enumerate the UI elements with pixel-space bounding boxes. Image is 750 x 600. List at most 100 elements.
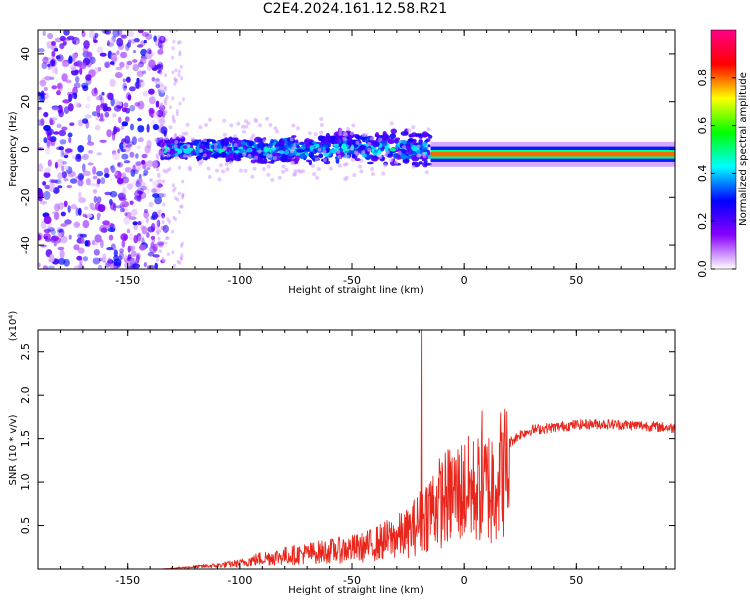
noise-blob bbox=[113, 258, 122, 267]
noise-blob bbox=[142, 91, 149, 97]
band-halo bbox=[290, 160, 295, 165]
band-blob bbox=[217, 145, 223, 149]
noise-blob bbox=[82, 163, 86, 172]
noise-blob bbox=[73, 53, 78, 59]
noise-blob bbox=[68, 234, 72, 240]
noise-blob bbox=[89, 202, 95, 209]
noise-blob bbox=[104, 62, 110, 69]
noise-blob bbox=[151, 188, 157, 193]
noise-blob bbox=[47, 159, 52, 167]
noise-blob bbox=[61, 165, 65, 172]
band-blob bbox=[220, 151, 227, 158]
band-halo bbox=[168, 125, 173, 130]
noise-blob bbox=[164, 73, 167, 78]
noise-blob bbox=[136, 79, 144, 83]
band-halo bbox=[394, 160, 399, 165]
noise-blob bbox=[43, 171, 51, 178]
band-halo bbox=[184, 131, 189, 136]
noise-blob bbox=[133, 49, 136, 54]
snr-x-label: Height of straight line (km) bbox=[288, 585, 424, 596]
band-blob bbox=[246, 148, 253, 153]
snr-x-tick-label: -150 bbox=[115, 574, 140, 587]
noise-blob bbox=[110, 164, 116, 174]
band-halo bbox=[292, 144, 297, 149]
spectrogram-y-tick-label: -40 bbox=[19, 236, 32, 254]
noise-blob bbox=[156, 241, 165, 246]
noise-blob bbox=[176, 259, 180, 264]
noise-blob bbox=[118, 197, 127, 202]
band-halo bbox=[370, 167, 375, 171]
noise-blob bbox=[111, 56, 118, 62]
band-blob bbox=[266, 161, 275, 164]
band-blob bbox=[308, 151, 314, 158]
band-halo bbox=[233, 143, 238, 147]
band-blob bbox=[207, 153, 211, 160]
noise-blob bbox=[171, 46, 175, 51]
noise-blob bbox=[39, 94, 46, 103]
noise-blob bbox=[58, 146, 65, 151]
noise-blob bbox=[88, 149, 94, 154]
noise-blob bbox=[181, 179, 185, 184]
noise-blob bbox=[58, 129, 66, 137]
noise-blob bbox=[56, 90, 61, 96]
band-blob bbox=[246, 140, 255, 147]
noise-blob bbox=[154, 196, 163, 205]
noise-blob bbox=[38, 163, 44, 172]
band-halo bbox=[270, 178, 275, 182]
noise-blob bbox=[121, 121, 129, 127]
snr-axes: -150 -100 -50 0 50 0.5 1.0 1.5 2.0 2.5 bbox=[19, 330, 675, 587]
noise-blob bbox=[172, 215, 176, 220]
noise-blob bbox=[177, 69, 181, 74]
noise-blob bbox=[162, 202, 166, 207]
noise-blob bbox=[137, 61, 145, 68]
band-blob bbox=[223, 138, 229, 143]
noise-blob bbox=[44, 148, 51, 155]
snr-y-tick-label: 2.5 bbox=[19, 343, 32, 361]
noise-blob bbox=[115, 66, 123, 71]
noise-blob bbox=[139, 244, 146, 251]
band-halo bbox=[273, 126, 278, 131]
snr-marks bbox=[38, 330, 675, 569]
noise-blob bbox=[55, 55, 61, 60]
noise-blob bbox=[172, 119, 176, 124]
noise-blob bbox=[96, 212, 101, 218]
band-halo bbox=[349, 146, 354, 151]
noise-blob bbox=[112, 113, 117, 118]
noise-blob bbox=[111, 132, 116, 141]
noise-blob bbox=[175, 112, 179, 116]
noise-blob bbox=[50, 179, 59, 184]
noise-blob bbox=[114, 72, 123, 79]
noise-blob bbox=[82, 118, 89, 124]
spectrogram-y-tick-label: 40 bbox=[19, 47, 32, 61]
band-blob bbox=[415, 133, 421, 137]
noise-blob bbox=[66, 184, 73, 189]
noise-blob bbox=[156, 257, 160, 262]
noise-blob bbox=[137, 30, 144, 34]
band-halo bbox=[316, 167, 321, 171]
noise-blob bbox=[164, 38, 168, 43]
band-blob bbox=[385, 135, 391, 139]
band-halo bbox=[182, 153, 187, 158]
spectrogram-marks bbox=[38, 30, 675, 269]
noise-blob bbox=[151, 211, 158, 220]
noise-blob bbox=[54, 203, 60, 212]
noise-blob bbox=[106, 247, 113, 251]
band-halo bbox=[307, 131, 312, 136]
noise-blob bbox=[38, 191, 44, 198]
noise-blob bbox=[62, 152, 70, 156]
noise-blob bbox=[75, 154, 82, 162]
noise-blob bbox=[100, 177, 106, 185]
band-halo bbox=[328, 166, 333, 171]
noise-blob bbox=[163, 111, 167, 116]
band-halo bbox=[266, 172, 271, 177]
band-halo bbox=[236, 121, 241, 126]
band-blob bbox=[389, 133, 397, 140]
noise-blob bbox=[155, 83, 161, 89]
noise-blob bbox=[63, 30, 70, 36]
noise-blob bbox=[143, 262, 147, 268]
noise-blob bbox=[50, 138, 56, 147]
noise-blob bbox=[59, 35, 66, 42]
noise-blob bbox=[106, 40, 110, 47]
band-blob bbox=[233, 145, 238, 152]
noise-blob bbox=[137, 221, 142, 226]
